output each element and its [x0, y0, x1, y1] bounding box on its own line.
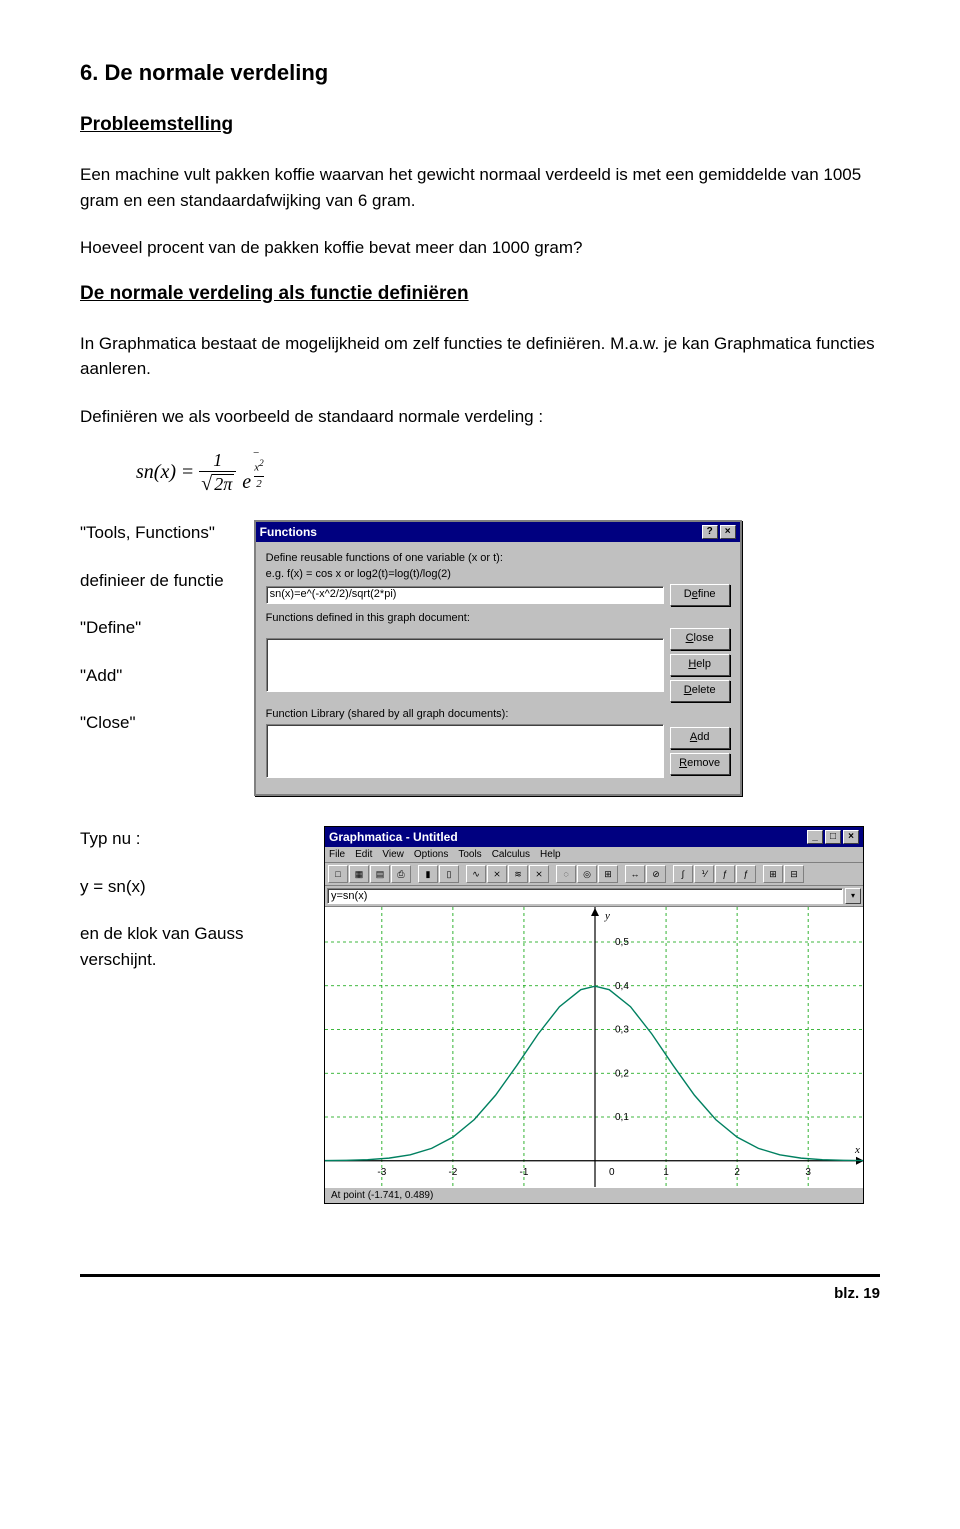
svg-text:-1: -1	[519, 1167, 528, 1178]
caption-add: "Add"	[80, 663, 224, 689]
section-title: 6. De normale verdeling	[80, 60, 880, 86]
toolbar-button[interactable]: ⅟	[694, 865, 714, 883]
graphmatica-window: Graphmatica - Untitled _ □ × File Edit V…	[324, 826, 864, 1204]
dialog-label: e.g. f(x) = cos x or log2(t)=log(t)/log(…	[266, 568, 730, 580]
caption-close: "Close"	[80, 710, 224, 736]
dialog-title: Functions	[260, 525, 700, 539]
caption-klok: en de klok van Gauss verschijnt.	[80, 921, 280, 972]
svg-text:1: 1	[663, 1167, 669, 1178]
paragraph: In Graphmatica bestaat de mogelijkheid o…	[80, 331, 880, 382]
svg-text:0,1: 0,1	[615, 1112, 629, 1123]
menu-item[interactable]: Calculus	[492, 849, 530, 860]
svg-text:2: 2	[734, 1167, 740, 1178]
library-functions-list[interactable]	[266, 724, 664, 778]
toolbar-button[interactable]: ⨯	[529, 865, 549, 883]
toolbar-button[interactable]: ◌	[556, 865, 576, 883]
toolbar-button[interactable]: ▯	[439, 865, 459, 883]
help-icon[interactable]: ?	[702, 525, 718, 539]
caption-definieer: definieer de functie	[80, 568, 224, 594]
maximize-icon[interactable]: □	[825, 830, 841, 844]
app-title: Graphmatica - Untitled	[329, 830, 805, 844]
svg-text:3: 3	[805, 1167, 811, 1178]
paragraph: Een machine vult pakken koffie waarvan h…	[80, 162, 880, 213]
toolbar-button[interactable]: ⊘	[646, 865, 666, 883]
toolbar-button[interactable]: ≋	[508, 865, 528, 883]
doc-functions-list[interactable]	[266, 638, 664, 692]
remove-button[interactable]: Remove	[670, 753, 730, 775]
svg-text:y: y	[604, 910, 610, 922]
toolbar-button[interactable]: ▤	[370, 865, 390, 883]
svg-text:0,5: 0,5	[615, 937, 629, 948]
statusbar: At point (-1.741, 0.489)	[325, 1187, 863, 1203]
svg-text:-2: -2	[448, 1167, 457, 1178]
toolbar-button[interactable]: ▮	[418, 865, 438, 883]
toolbar-button[interactable]: ⎙	[391, 865, 411, 883]
toolbar: □▦▤⎙▮▯∿⨯≋⨯◌◎⊞↔⊘∫⅟ƒƒ⊞⊟	[325, 863, 863, 886]
toolbar-button[interactable]: ƒ	[715, 865, 735, 883]
dialog-label: Functions defined in this graph document…	[266, 612, 730, 624]
toolbar-button[interactable]: ↔	[625, 865, 645, 883]
define-button[interactable]: Define	[670, 584, 730, 606]
close-icon[interactable]: ×	[720, 525, 736, 539]
function-input[interactable]: sn(x)=e^(-x^2/2)/sqrt(2*pi)	[266, 586, 664, 604]
subheading-define: De normale verdeling als functie definië…	[80, 283, 880, 305]
paragraph: Definiëren we als voorbeeld de standaard…	[80, 404, 880, 430]
svg-text:0: 0	[609, 1167, 615, 1178]
menu-item[interactable]: View	[382, 849, 404, 860]
page-footer: blz. 19	[80, 1274, 880, 1302]
toolbar-button[interactable]: ⊞	[763, 865, 783, 883]
plot-area[interactable]: -3 -2 -1 1 2 3 0,1 0,2 0,3 0,4 0,5 0 x y	[325, 907, 863, 1187]
svg-text:0,2: 0,2	[615, 1068, 629, 1079]
dropdown-icon[interactable]: ▾	[845, 888, 861, 904]
caption-y-sn: y = sn(x)	[80, 874, 280, 900]
formula-input[interactable]: y=sn(x)	[327, 888, 843, 904]
formula-sn: sn(x) = 1 √ 2π e − x2 2	[136, 451, 880, 494]
menu-item[interactable]: Help	[540, 849, 561, 860]
toolbar-button[interactable]: □	[328, 865, 348, 883]
menu-item[interactable]: Tools	[458, 849, 481, 860]
functions-dialog: Functions ? × Define reusable functions …	[254, 520, 742, 796]
delete-button[interactable]: Delete	[670, 680, 730, 702]
minimize-icon[interactable]: _	[807, 830, 823, 844]
close-icon[interactable]: ×	[843, 830, 859, 844]
toolbar-button[interactable]: ⊟	[784, 865, 804, 883]
caption-tools-functions: "Tools, Functions"	[80, 520, 224, 546]
dialog-label: Define reusable functions of one variabl…	[266, 552, 730, 564]
caption-define: "Define"	[80, 615, 224, 641]
toolbar-button[interactable]: ▦	[349, 865, 369, 883]
menu-item[interactable]: Options	[414, 849, 448, 860]
toolbar-button[interactable]: ⨯	[487, 865, 507, 883]
svg-text:0,4: 0,4	[615, 981, 629, 992]
menu-item[interactable]: File	[329, 849, 345, 860]
menu-item[interactable]: Edit	[355, 849, 372, 860]
help-button[interactable]: Help	[670, 654, 730, 676]
toolbar-button[interactable]: ◎	[577, 865, 597, 883]
paragraph: Hoeveel procent van de pakken koffie bev…	[80, 235, 880, 261]
menubar: File Edit View Options Tools Calculus He…	[325, 847, 863, 863]
toolbar-button[interactable]: ⊞	[598, 865, 618, 883]
svg-text:x: x	[854, 1144, 860, 1156]
caption-typ-nu: Typ nu :	[80, 826, 280, 852]
dialog-label: Function Library (shared by all graph do…	[266, 708, 730, 720]
app-titlebar[interactable]: Graphmatica - Untitled _ □ ×	[325, 827, 863, 847]
toolbar-button[interactable]: ∫	[673, 865, 693, 883]
dialog-titlebar[interactable]: Functions ? ×	[256, 522, 740, 542]
close-button[interactable]: Close	[670, 628, 730, 650]
add-button[interactable]: Add	[670, 727, 730, 749]
svg-text:-3: -3	[377, 1167, 386, 1178]
subheading-problem: Probleemstelling	[80, 114, 880, 136]
toolbar-button[interactable]: ƒ	[736, 865, 756, 883]
toolbar-button[interactable]: ∿	[466, 865, 486, 883]
svg-text:0,3: 0,3	[615, 1025, 629, 1036]
